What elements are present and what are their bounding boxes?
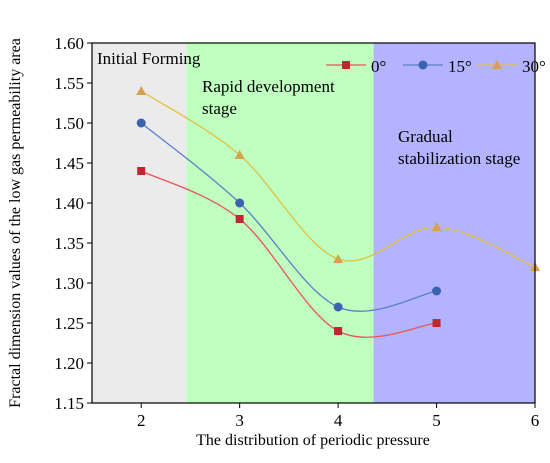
stage-band xyxy=(186,43,374,403)
y-tick-label: 1.25 xyxy=(54,314,84,333)
data-point xyxy=(334,327,343,335)
legend-marker xyxy=(418,60,428,70)
data-point xyxy=(432,319,441,327)
stage-label: Initial Forming xyxy=(97,49,201,68)
legend-label: 0° xyxy=(371,57,386,76)
x-axis-title: The distribution of periodic pressure xyxy=(196,432,430,449)
legend: 0° 15° 30° xyxy=(326,57,546,76)
plot-frame xyxy=(91,42,536,404)
y-tick-label: 1.35 xyxy=(54,234,84,253)
x-tick-label: 3 xyxy=(235,411,244,430)
data-point xyxy=(333,302,343,312)
y-tick-label: 1.40 xyxy=(54,194,84,213)
data-point xyxy=(136,118,146,128)
stage-label: stabilization stage xyxy=(398,149,520,168)
series-line xyxy=(140,170,437,338)
legend-marker xyxy=(492,60,502,69)
y-axis-title: Fractal dimension values of the low gas … xyxy=(7,38,24,408)
x-tick-label: 5 xyxy=(432,411,441,430)
stage-label: Gradual xyxy=(398,127,453,146)
stage-bands xyxy=(92,43,535,403)
y-tick-label: 1.30 xyxy=(54,274,84,293)
data-point xyxy=(234,150,245,159)
x-tick-label: 2 xyxy=(137,411,146,430)
y-tick-label: 1.55 xyxy=(54,74,84,93)
data-point xyxy=(333,254,344,263)
data-point xyxy=(137,167,146,175)
y-tick-label: 1.50 xyxy=(54,114,84,133)
data-point xyxy=(432,286,442,296)
data-point xyxy=(431,222,442,231)
stage-band xyxy=(373,43,535,403)
y-tick-label: 1.20 xyxy=(54,354,84,373)
data-point xyxy=(136,86,147,95)
y-tick-label: 1.60 xyxy=(54,34,84,53)
stage-label: stage xyxy=(202,99,237,118)
stage-band xyxy=(92,43,187,403)
y-axis: 1.15 1.20 1.25 1.30 1.35 1.40 1.45 1.50 1.55 1.60 xyxy=(54,34,92,413)
x-tick-label: 4 xyxy=(334,411,343,430)
legend-label: 30° xyxy=(522,57,546,76)
series-markers xyxy=(136,86,540,335)
legend-label: 15° xyxy=(448,57,472,76)
y-tick-label: 1.15 xyxy=(54,394,84,413)
y-tick-label: 1.45 xyxy=(54,154,84,173)
data-point xyxy=(235,198,245,208)
series-line xyxy=(140,122,437,312)
x-tick-label: 6 xyxy=(531,411,540,430)
data-point xyxy=(235,215,244,223)
stage-label: Rapid development xyxy=(202,77,335,96)
x-axis: 2 3 4 5 6 xyxy=(137,403,539,430)
legend-marker xyxy=(342,61,350,69)
